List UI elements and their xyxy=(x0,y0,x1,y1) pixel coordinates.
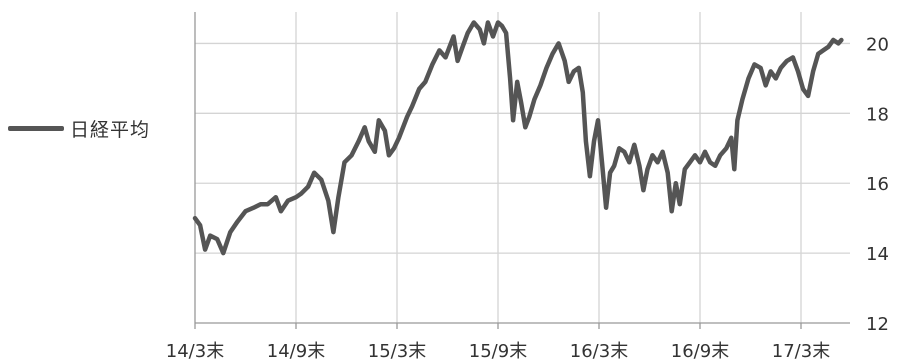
x-tick-labels: 14/3末 14/9末 15/3末 15/9末 16/3末 16/9末 17/3末 xyxy=(166,341,830,362)
series-group xyxy=(192,20,844,256)
x-tick-label: 16/3末 xyxy=(570,341,628,362)
legend-label: 日経平均 xyxy=(70,119,151,141)
x-tick-label: 14/9末 xyxy=(267,341,325,362)
series-line-nikkei xyxy=(192,20,844,256)
y-tick-label: 20 xyxy=(866,34,889,55)
legend-swatch xyxy=(8,126,64,131)
legend: 日経平均 xyxy=(8,115,150,142)
axes xyxy=(194,12,850,329)
x-tick-label: 17/3末 xyxy=(772,341,830,362)
x-tick-label: 14/3末 xyxy=(166,341,224,362)
y-tick-label: 12 xyxy=(866,314,889,335)
y-tick-label: 14 xyxy=(866,244,889,265)
gridlines xyxy=(195,12,850,323)
y-tick-labels: 12 14 16 18 20 xyxy=(866,34,889,335)
y-tick-label: 18 xyxy=(866,104,889,125)
x-tick-label: 15/3末 xyxy=(368,341,426,362)
x-tick-label: 16/9末 xyxy=(671,341,729,362)
y-tick-label: 16 xyxy=(866,174,889,195)
x-tick-label: 15/9末 xyxy=(469,341,527,362)
